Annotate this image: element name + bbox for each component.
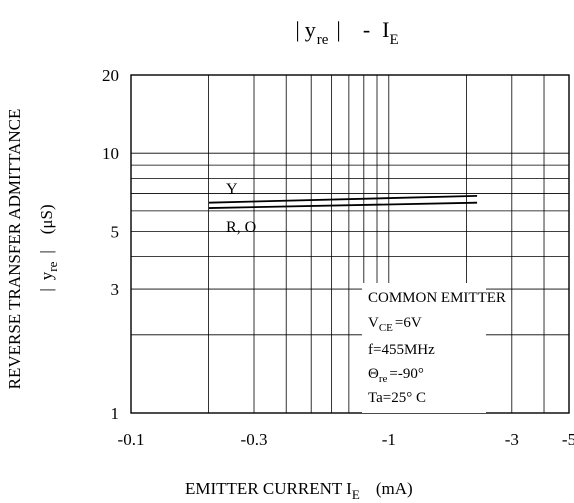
x-axis-label: EMITTER CURRENT IE (mA) [185, 479, 413, 502]
y-tick-label: 20 [102, 66, 119, 85]
y-tick-label: 5 [111, 222, 120, 241]
series-line-0 [208, 194, 478, 204]
title-symbol: y [305, 17, 316, 42]
x-axis-label-unit: (mA) [376, 479, 413, 498]
title-subscript: re [317, 32, 329, 48]
series-label-y: Y [226, 181, 238, 198]
y-axis-label-bar-left: | [37, 288, 56, 291]
x-tick-label: -1 [382, 430, 396, 449]
annotation-vce: VCE =6V [368, 315, 422, 334]
x-axis-label-subscript: E [352, 487, 360, 502]
annotation-ta: Ta=25° C [368, 390, 426, 406]
annotation-vce-subscript: CE [379, 322, 393, 334]
x-tick-label: -3 [505, 430, 519, 449]
y-tick-label: 3 [111, 280, 120, 299]
annotation-box [362, 283, 486, 413]
chart-title: | yre | - IE [295, 17, 398, 48]
title-bar-left: | [295, 17, 299, 42]
annotation-theta-symbol: Θ [368, 366, 379, 382]
x-tick-label: -0.1 [118, 430, 145, 449]
series-label-ro: R, O [226, 219, 256, 236]
x-axis-label-main: EMITTER CURRENT I [185, 479, 352, 498]
y-axis-label-subscript: re [45, 261, 60, 271]
plot-frame [130, 74, 570, 414]
title-bar-right: | [336, 17, 340, 42]
series-line-1 [208, 201, 478, 209]
y-axis-label-line1: REVERSE TRANSFER ADMITTANCE [5, 109, 24, 390]
title-dash: - [363, 17, 370, 42]
y-axis-label-line2: | yre | (μS) [37, 204, 60, 291]
y-tick-label: 1 [111, 404, 120, 423]
annotation-theta: Θre =-90° [368, 366, 424, 385]
annotation-freq: f=455MHz [368, 342, 435, 358]
x-tick-label: -0.3 [241, 430, 268, 449]
x-tick-label: -5 [562, 430, 574, 449]
y-tick-labels: 1 3 5 10 20 [102, 66, 119, 423]
annotation-theta-subscript: re [379, 373, 388, 385]
annotation-vce-symbol: V [368, 315, 379, 331]
y-axis-label-unit: (μS) [37, 204, 56, 234]
series-lines [208, 194, 478, 209]
annotation-vce-value: =6V [395, 315, 422, 331]
annotation-theta-value: =-90° [389, 366, 423, 382]
grid-lines [131, 75, 569, 413]
y-axis-label-bar-right: | [37, 250, 56, 253]
y-axis-label-symbol: y [37, 271, 56, 280]
y-tick-label: 10 [102, 144, 119, 163]
annotation-line-1: COMMON EMITTER [368, 290, 506, 306]
x-tick-labels: -0.1 -0.3 -1 -3 -5 [118, 430, 574, 449]
title-rhs-symbol: I [382, 17, 389, 42]
title-rhs-subscript: E [389, 32, 398, 48]
